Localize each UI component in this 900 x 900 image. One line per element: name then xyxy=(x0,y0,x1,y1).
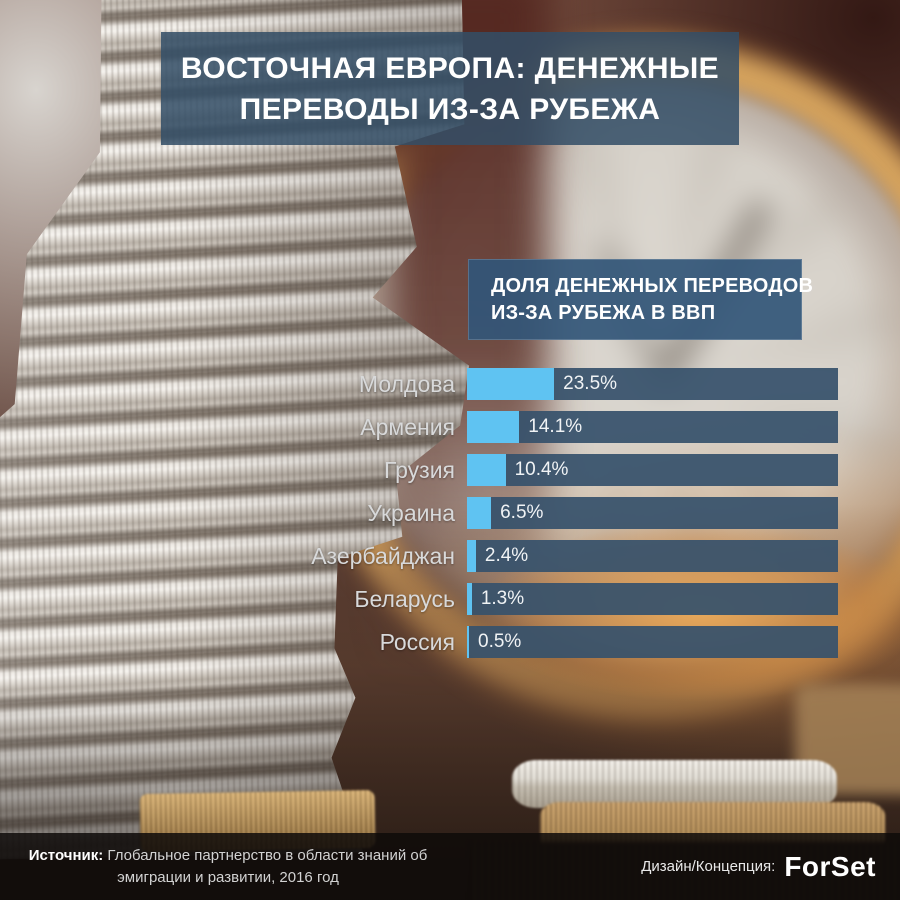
chart-row: Азербайджан 2.4% xyxy=(85,540,838,572)
source-line-2: эмиграции и развитии, 2016 год xyxy=(117,868,339,886)
title-panel: ВОСТОЧНАЯ ЕВРОПА: ДЕНЕЖНЫЕ ПЕРЕВОДЫ ИЗ-З… xyxy=(161,32,739,145)
bar-fill xyxy=(467,626,469,658)
source-line-1: Глобальное партнерство в области знаний … xyxy=(107,846,428,864)
forset-logo: ForSet xyxy=(784,850,876,882)
bar-value-label: 1.3% xyxy=(480,588,525,609)
chart-row: Армения 14.1% xyxy=(85,411,838,443)
bar-track: 2.4% xyxy=(467,540,838,572)
chart-title-line-1: ДОЛЯ ДЕНЕЖНЫХ ПЕРЕВОДОВ xyxy=(491,274,814,297)
bar-track: 23.5% xyxy=(467,368,838,400)
chart-row: Украина 6.5% xyxy=(85,497,838,529)
bar-value-label: 6.5% xyxy=(500,502,544,523)
bar-track: 14.1% xyxy=(467,411,838,443)
bar-fill xyxy=(467,411,520,443)
country-label: Россия xyxy=(379,629,455,655)
source-text: Источник: Глобальное партнерство в облас… xyxy=(18,845,438,889)
bar-value-label: 0.5% xyxy=(478,631,522,652)
bar-fill xyxy=(467,454,506,486)
page-title-line-2: ПЕРЕВОДЫ ИЗ-ЗА РУБЕЖА xyxy=(239,92,661,126)
country-label: Грузия xyxy=(383,457,455,483)
credit: Дизайн/Концепция: ForSet xyxy=(641,851,876,883)
bar-track: 10.4% xyxy=(467,454,838,486)
bar-fill xyxy=(467,368,555,400)
chart-row: Беларусь 1.3% xyxy=(85,583,838,615)
chart-title-line-2: ИЗ-ЗА РУБЕЖА В ВВП xyxy=(491,301,716,324)
bar-fill xyxy=(467,540,476,572)
bar-value-label: 10.4% xyxy=(514,459,569,480)
bar-track: 1.3% xyxy=(467,583,838,615)
chart-title-panel: ДОЛЯ ДЕНЕЖНЫХ ПЕРЕВОДОВ ИЗ-ЗА РУБЕЖА В В… xyxy=(468,259,814,340)
bar-track: 6.5% xyxy=(467,497,838,529)
page-title-line-1: ВОСТОЧНАЯ ЕВРОПА: ДЕНЕЖНЫЕ xyxy=(180,51,720,85)
bar-value-label: 14.1% xyxy=(528,416,583,437)
bar-value-label: 23.5% xyxy=(563,373,618,394)
bar-track: 0.5% xyxy=(467,626,838,658)
source-label: Источник: xyxy=(28,846,104,864)
country-label: Азербайджан xyxy=(311,543,455,569)
credit-label: Дизайн/Концепция: xyxy=(641,858,776,875)
chart-row: Россия 0.5% xyxy=(85,626,838,658)
country-label: Беларусь xyxy=(354,586,455,612)
bar-chart: Молдова 23.5% Армения 14.1% Грузия 10.4%… xyxy=(85,368,838,658)
bar-fill xyxy=(467,583,472,615)
silver-coin-pile xyxy=(512,760,837,808)
country-label: Молдова xyxy=(358,371,455,397)
country-label: Украина xyxy=(367,500,455,526)
bar-fill xyxy=(467,497,492,529)
country-label: Армения xyxy=(360,414,455,440)
chart-row: Молдова 23.5% xyxy=(85,368,838,400)
chart-row: Грузия 10.4% xyxy=(85,454,838,486)
footer-bar: Источник: Глобальное партнерство в облас… xyxy=(0,833,900,900)
bar-value-label: 2.4% xyxy=(484,545,529,566)
